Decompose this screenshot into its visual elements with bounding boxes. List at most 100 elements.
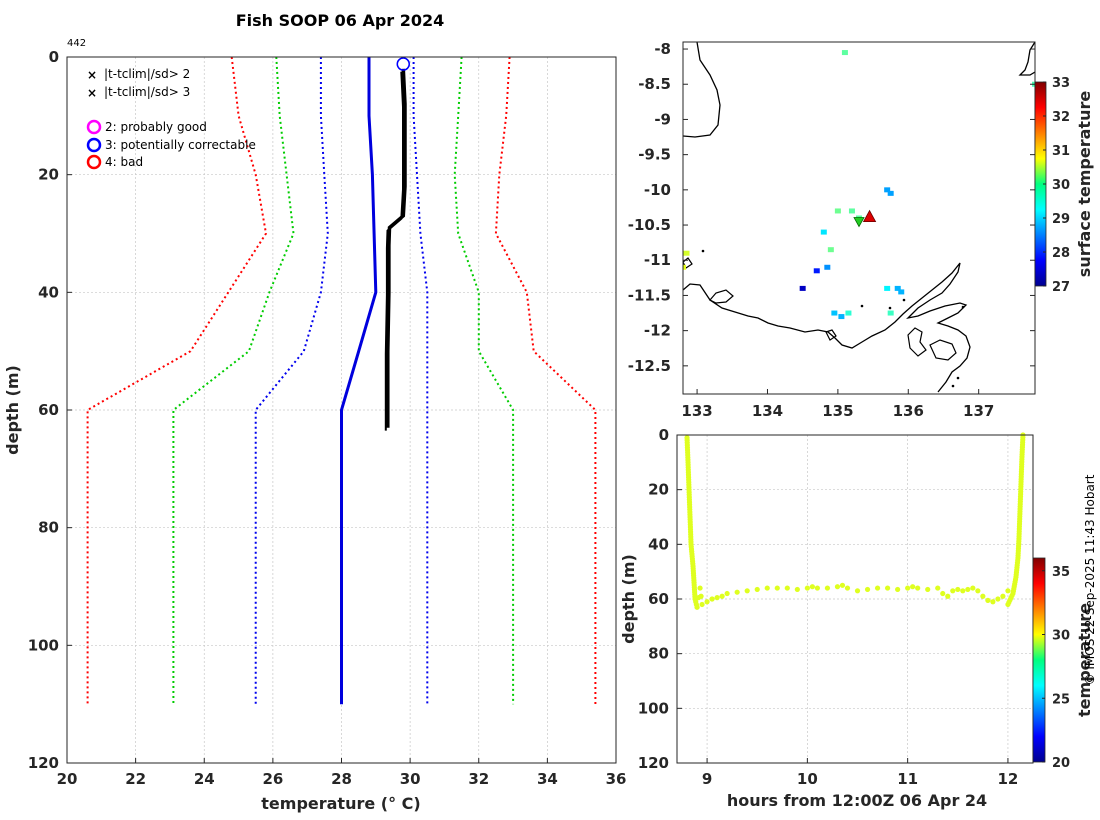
timeseries-track-point xyxy=(945,593,951,599)
map-points xyxy=(683,50,1035,320)
map-data-point xyxy=(799,285,806,291)
map-end-marker xyxy=(853,217,865,228)
islet xyxy=(701,249,705,253)
profile-y-tick-label: 120 xyxy=(28,754,59,772)
timeseries-track-point xyxy=(915,585,921,591)
timeseries-track-point xyxy=(965,586,971,593)
map-data-point xyxy=(827,247,834,253)
profile-panel: Fish SOOP 06 Apr 2024 442 20 22 24 26 28 30 32… xyxy=(3,11,626,813)
coastline xyxy=(683,42,1035,393)
map-colorbar-tick-label: 29 xyxy=(1052,212,1070,227)
map-data-point xyxy=(824,264,831,270)
timeseries-track-point xyxy=(895,586,901,593)
legend-sd3-label: |t-tclim|/sd> 3 xyxy=(104,85,190,99)
map-y-tick-label: -11.5 xyxy=(628,286,671,304)
profile-flagged-point xyxy=(396,57,411,71)
map-x-tick-label: 134 xyxy=(752,402,783,420)
profile-lines xyxy=(86,56,597,705)
timeseries-track-point xyxy=(784,585,790,591)
legend-sd2-marker: × xyxy=(87,68,97,82)
islet xyxy=(961,305,965,309)
timeseries-y-tick-label: 40 xyxy=(648,535,669,553)
profile-y-tick-label: 80 xyxy=(38,519,59,537)
map-data-point xyxy=(820,229,827,235)
timeseries-track-point xyxy=(699,601,705,608)
island-far-east xyxy=(929,339,957,361)
timeseries-track-point xyxy=(980,593,986,599)
timeseries-track-point xyxy=(925,586,931,593)
map-data-point xyxy=(887,310,894,316)
timeseries-colorbar-tick-label: 25 xyxy=(1052,692,1070,707)
timeseries-track-point xyxy=(734,589,740,595)
profile-series-clim-3sd xyxy=(86,56,268,705)
profile-x-tick-label: 36 xyxy=(606,770,627,788)
map-y-tick-label: -11 xyxy=(644,251,671,269)
timeseries-x-tick-label: 9 xyxy=(702,770,712,788)
map-data-point xyxy=(845,310,852,316)
map-data-point xyxy=(894,285,901,291)
timeseries-points xyxy=(684,432,1026,610)
map-y-tick-label: -12 xyxy=(644,322,671,340)
legend-flag-bad-label: 4: bad xyxy=(105,155,143,169)
timeseries-track-point xyxy=(884,585,891,591)
islet xyxy=(951,384,955,388)
timeseries-colorbar-tick-label: 30 xyxy=(1052,629,1070,644)
timeseries-y-tick-label: 120 xyxy=(638,754,669,772)
timeseries-track-point xyxy=(724,590,730,597)
timeseries-grid xyxy=(677,434,1033,764)
map-x-tick-label: 135 xyxy=(822,402,853,420)
timeseries-track-point xyxy=(704,599,710,605)
profile-y-tick-label: 0 xyxy=(49,48,59,66)
timeseries-track-point xyxy=(975,588,981,594)
profile-series-clim-2sd xyxy=(453,56,515,705)
profile-series-duplicate-trace xyxy=(384,71,404,431)
profile-ticks: 20 22 24 26 28 30 32 34 36 0 20 40 60 80 100 120 xyxy=(28,48,627,788)
timeseries-track-point xyxy=(935,585,941,591)
coastline-north xyxy=(683,42,721,138)
timeseries-colorbar xyxy=(1032,557,1046,763)
timeseries-track-point xyxy=(905,585,911,591)
profile-x-tick-label: 22 xyxy=(125,770,146,788)
map-data-point xyxy=(841,50,848,56)
timeseries-track-point xyxy=(940,590,946,597)
map-colorbar-ticks: 27 28 29 30 31 32 33 xyxy=(1043,76,1070,295)
timeseries-track-point xyxy=(844,585,851,591)
map-colorbar-label: surface temperature xyxy=(1075,91,1094,278)
legend-sd3-marker: × xyxy=(87,86,97,100)
map-data-point xyxy=(884,187,891,193)
map-data-point xyxy=(887,190,894,196)
map-colorbar-tick-label: 30 xyxy=(1052,178,1070,193)
profile-x-label: temperature (° C) xyxy=(261,794,420,813)
timeseries-track-point xyxy=(698,593,704,599)
timeseries-track-point xyxy=(874,585,881,591)
timeseries-colorbar-tick-label: 20 xyxy=(1052,756,1070,771)
profile-y-tick-label: 40 xyxy=(38,283,59,301)
profile-x-tick-label: 26 xyxy=(262,770,283,788)
legend-flag-correctable-label: 3: potentially correctable xyxy=(105,138,256,152)
profile-series-clim-1sd xyxy=(254,57,329,705)
map-data-point xyxy=(813,268,820,274)
timeseries-track-point xyxy=(990,599,996,605)
timeseries-track-point xyxy=(744,588,750,594)
legend-sd2-label: |t-tclim|/sd> 2 xyxy=(104,67,190,81)
map-y-tick-label: -12.5 xyxy=(628,357,671,375)
profile-series-clim-2sd xyxy=(172,56,295,705)
map-data-point xyxy=(831,310,838,316)
map-y-tick-label: -10.5 xyxy=(628,216,671,234)
map-data-point xyxy=(683,264,686,270)
map-x-tick-label: 133 xyxy=(681,402,712,420)
profile-x-tick-label: 34 xyxy=(537,770,558,788)
map-y-tick-label: -9.5 xyxy=(638,146,671,164)
profile-title: Fish SOOP 06 Apr 2024 xyxy=(236,11,445,30)
credit-footer: © IMOS 22-Sep-2025 11:43 Hobart xyxy=(1083,474,1097,685)
timeseries-x-tick-label: 12 xyxy=(997,770,1018,788)
timeseries-track-point xyxy=(839,582,846,588)
timeseries-track-point xyxy=(834,584,841,590)
timeseries-track-point xyxy=(960,588,966,594)
profile-x-tick-label: 30 xyxy=(400,770,421,788)
timeseries-track-point xyxy=(719,593,725,599)
timeseries-colorbar-ticks: 20 25 30 35 xyxy=(1042,565,1070,771)
profile-y-tick-label: 100 xyxy=(28,636,59,654)
